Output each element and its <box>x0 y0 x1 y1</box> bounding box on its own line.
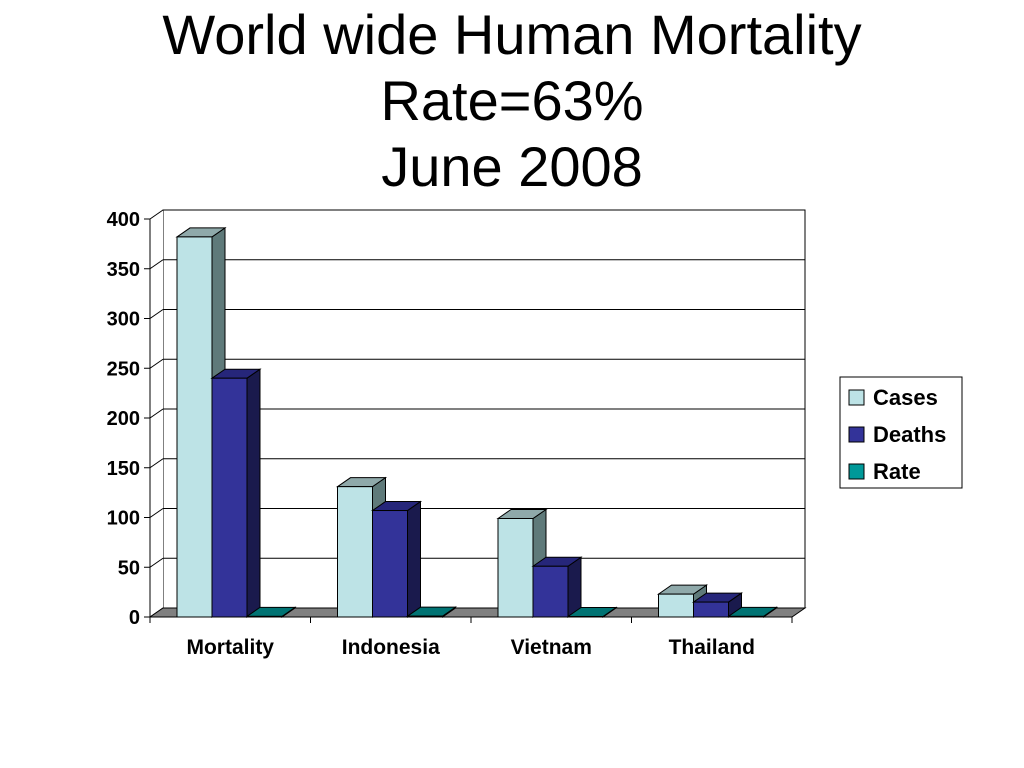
bar-side <box>246 368 261 618</box>
y-tick-label: 350 <box>107 259 140 281</box>
legend-swatch <box>848 463 865 480</box>
grid-line-diagonal <box>149 408 164 419</box>
bar-deaths-indonesia <box>370 500 423 618</box>
bar-side <box>407 500 421 618</box>
y-tick-label: 50 <box>118 557 140 579</box>
grid-line-diagonal <box>149 309 164 319</box>
y-tick-label: 400 <box>107 209 140 231</box>
chart-title-line-3: June 2008 <box>381 135 643 198</box>
grid-line-diagonal <box>149 557 164 568</box>
bar-deaths-thailand <box>691 592 744 618</box>
axes: 0 50 100 150 200 250 300 350 400 Mortality Indones… <box>107 209 793 659</box>
bar-front <box>211 377 248 618</box>
legend-label: Deaths <box>873 422 946 447</box>
bar-front <box>532 565 569 618</box>
bar-front <box>372 510 408 618</box>
bar-front <box>176 236 213 618</box>
y-tick-label: 100 <box>107 508 140 530</box>
y-tick-label: 250 <box>107 358 140 380</box>
legend-swatch <box>848 426 865 443</box>
grid-line-diagonal <box>149 209 164 220</box>
bars <box>175 226 779 618</box>
bar-side <box>567 556 582 618</box>
y-tick-label: 0 <box>129 607 140 629</box>
x-tick-label: Indonesia <box>342 636 440 659</box>
bar-deaths-mortality <box>210 368 262 618</box>
legend-item-deaths: Deaths <box>848 422 946 447</box>
chart-title-line-2: Rate=63% <box>380 69 644 132</box>
x-tick-label: Vietnam <box>511 636 592 659</box>
bar-front <box>693 601 729 618</box>
bar-front <box>658 593 694 618</box>
x-tick-label: Thailand <box>669 636 755 659</box>
grid-line-diagonal <box>149 358 164 369</box>
legend-item-rate: Rate <box>848 459 921 484</box>
grid-line-diagonal <box>149 508 164 518</box>
legend-item-cases: Cases <box>848 385 938 410</box>
bar-front <box>337 486 373 618</box>
grid-line-diagonal <box>149 259 164 270</box>
legend-label: Rate <box>873 459 921 484</box>
chart-title-line-1: World wide Human Mortality <box>162 3 862 66</box>
grid-lines <box>149 209 806 618</box>
y-tick-label: 150 <box>107 458 140 480</box>
grid-line-diagonal <box>149 458 164 469</box>
y-tick-label: 300 <box>107 309 140 331</box>
legend-label: Cases <box>873 385 938 410</box>
bar-deaths-vietnam <box>531 556 583 618</box>
chart-title: World wide Human Mortality Rate=63% June… <box>0 2 1024 200</box>
x-tick-label: Mortality <box>186 636 274 659</box>
bar-rate-indonesia <box>405 606 458 618</box>
legend-swatch <box>848 389 865 406</box>
bar-front <box>497 517 534 618</box>
legend: Cases Deaths Rate <box>839 376 963 489</box>
y-tick-label: 200 <box>107 408 140 430</box>
